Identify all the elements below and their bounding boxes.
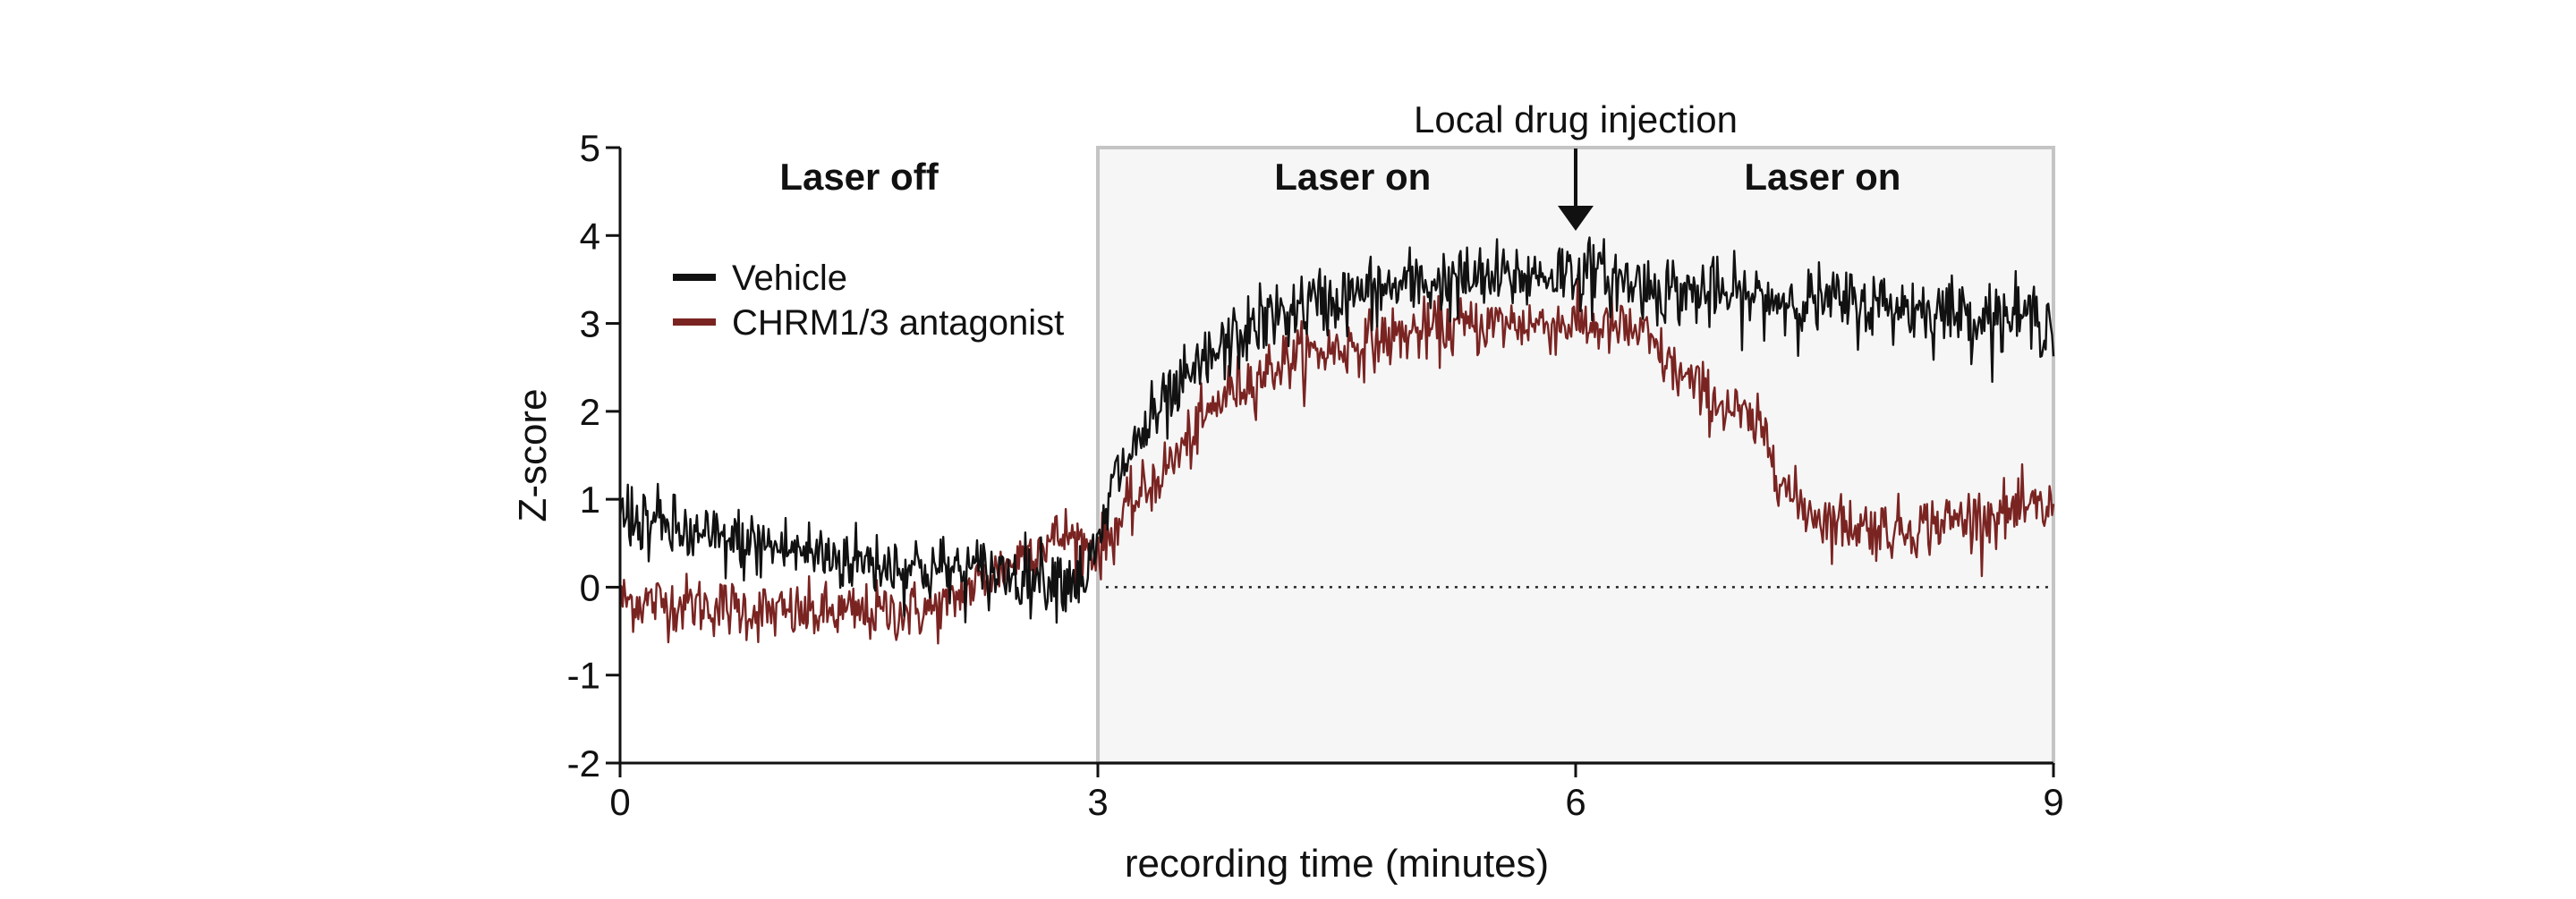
x-tick-label: 0	[609, 781, 630, 823]
y-tick-label: -1	[567, 655, 600, 697]
y-tick-label: 5	[580, 127, 600, 169]
legend: Vehicle CHRM1/3 antagonist	[673, 259, 1064, 343]
laser-on-window	[1096, 146, 2055, 765]
x-ticks: 0 3 6 9	[609, 763, 2064, 823]
y-tick-label: 2	[580, 391, 600, 433]
y-tick-label: 0	[580, 566, 600, 608]
x-tick-label: 9	[2043, 781, 2063, 823]
y-tick-label: 1	[580, 479, 600, 521]
y-tick-label: 3	[580, 303, 600, 345]
y-ticks: 5 4 3 2 1 0 -1 -2	[567, 127, 620, 785]
x-tick-label: 3	[1087, 781, 1108, 823]
x-axis-label: recording time (minutes)	[1125, 842, 1549, 886]
y-axis-label: Z-score	[511, 388, 555, 522]
series-line-0	[618, 236, 2055, 624]
region-label-laser-on-1: Laser on	[1274, 156, 1431, 198]
region-label-laser-off: Laser off	[779, 156, 939, 198]
y-tick-label: -2	[567, 742, 600, 785]
region-label-laser-on-2: Laser on	[1744, 156, 1900, 198]
y-tick-label: 4	[580, 215, 600, 257]
injection-label: Local drug injection	[1414, 98, 1738, 140]
injection-arrow-head	[1558, 206, 1594, 231]
x-tick-label: 6	[1565, 781, 1586, 823]
series-line-1	[618, 274, 2055, 645]
legend-label: Vehicle	[732, 259, 847, 298]
series-layer	[618, 236, 2055, 645]
legend-label: CHRM1/3 antagonist	[732, 303, 1064, 343]
